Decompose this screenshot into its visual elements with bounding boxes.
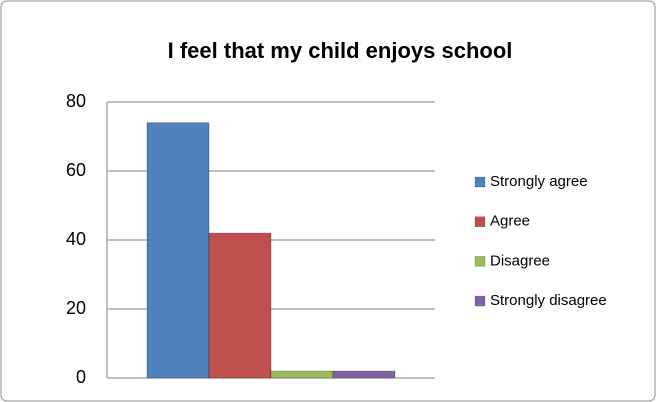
y-tick-label: 80: [66, 91, 86, 111]
legend-swatch: [474, 216, 486, 227]
legend-label: Agree: [490, 213, 530, 230]
y-tick-label: 0: [76, 367, 86, 387]
legend-label: Strongly agree: [490, 173, 588, 190]
y-tick-label: 20: [66, 298, 86, 318]
bar: [332, 370, 396, 379]
bar: [146, 122, 210, 379]
chart-title: I feel that my child enjoys school: [168, 38, 513, 63]
y-tick-label: 40: [66, 229, 86, 249]
legend-label: Strongly disagree: [490, 292, 607, 309]
legend-swatch: [474, 256, 486, 267]
legend-label: Disagree: [490, 252, 550, 269]
legend-swatch: [474, 176, 486, 188]
bar: [270, 370, 334, 379]
bar: [208, 232, 272, 379]
legend-swatch: [474, 295, 486, 307]
y-tick-label: 60: [66, 160, 86, 180]
